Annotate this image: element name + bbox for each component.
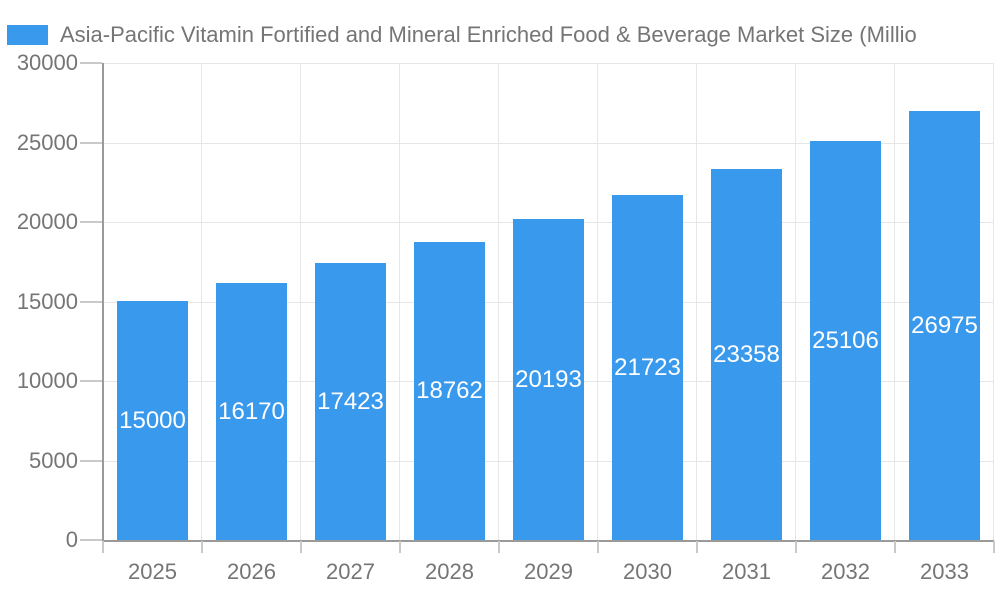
bar-value-label: 21723 [614, 353, 681, 381]
y-tick-mark [80, 142, 102, 144]
bar-value-label: 16170 [218, 397, 285, 425]
y-tick-label: 20000 [16, 209, 78, 234]
x-tick-mark [894, 541, 896, 553]
x-tick-label: 2033 [920, 559, 969, 584]
v-gridline [201, 63, 202, 540]
bar-2031[interactable]: 23358 [711, 169, 782, 540]
chart-legend: Asia-Pacific Vitamin Fortified and Miner… [7, 22, 1000, 48]
x-tick-label: 2026 [227, 559, 276, 584]
y-tick-mark [80, 380, 102, 382]
x-tick-mark [300, 541, 302, 553]
x-tick-label: 2027 [326, 559, 375, 584]
bar-2032[interactable]: 25106 [810, 141, 881, 540]
x-tick-mark [498, 541, 500, 553]
bar-2027[interactable]: 17423 [315, 263, 386, 540]
bar-value-label: 26975 [911, 311, 978, 339]
x-axis-baseline [102, 540, 994, 542]
bar-2025[interactable]: 15000 [117, 301, 188, 540]
y-tick-mark [80, 221, 102, 223]
x-tick-label: 2031 [722, 559, 771, 584]
bar-2030[interactable]: 21723 [612, 195, 683, 540]
bar-value-label: 23358 [713, 340, 780, 368]
x-tick-mark [201, 541, 203, 553]
x-tick-label: 2028 [425, 559, 474, 584]
v-gridline [696, 63, 697, 540]
bar-value-label: 25106 [812, 326, 879, 354]
y-tick-mark [80, 62, 102, 64]
y-tick-mark [80, 301, 102, 303]
x-tick-mark [399, 541, 401, 553]
v-gridline [795, 63, 796, 540]
y-tick-label: 15000 [16, 289, 78, 314]
x-tick-mark [597, 541, 599, 553]
bar-value-label: 20193 [515, 365, 582, 393]
legend-swatch [7, 25, 48, 45]
x-tick-label: 2032 [821, 559, 870, 584]
v-gridline [399, 63, 400, 540]
v-gridline [894, 63, 895, 540]
bar-2029[interactable]: 20193 [513, 219, 584, 540]
h-gridline [103, 63, 994, 64]
v-gridline [993, 63, 994, 540]
x-tick-label: 2030 [623, 559, 672, 584]
plot-area: 15000 16170 17423 18762 20193 21723 23358 25106… [103, 63, 994, 540]
y-tick-label: 10000 [16, 368, 78, 393]
y-tick-label: 0 [65, 527, 78, 552]
x-tick-label: 2029 [524, 559, 573, 584]
y-tick-label: 25000 [16, 130, 78, 155]
x-tick-label: 2025 [128, 559, 177, 584]
bar-2026[interactable]: 16170 [216, 283, 287, 540]
v-gridline [597, 63, 598, 540]
chart-title: Asia-Pacific Vitamin Fortified and Miner… [60, 22, 917, 47]
y-tick-label: 30000 [16, 50, 78, 75]
y-tick-mark [80, 460, 102, 462]
bar-value-label: 18762 [416, 377, 483, 404]
bar-value-label: 17423 [317, 387, 384, 415]
v-gridline [498, 63, 499, 540]
x-tick-mark [795, 541, 797, 553]
x-tick-mark [993, 541, 995, 553]
x-tick-mark [696, 541, 698, 553]
y-tick-label: 5000 [29, 448, 78, 473]
bar-value-label: 15000 [119, 406, 186, 434]
x-tick-mark [102, 541, 104, 553]
v-gridline [300, 63, 301, 540]
y-axis-line [102, 63, 104, 542]
bar-2033[interactable]: 26975 [909, 111, 980, 540]
y-tick-mark [80, 539, 102, 541]
h-gridline [103, 142, 994, 144]
bar-2028[interactable]: 18762 [414, 242, 485, 540]
